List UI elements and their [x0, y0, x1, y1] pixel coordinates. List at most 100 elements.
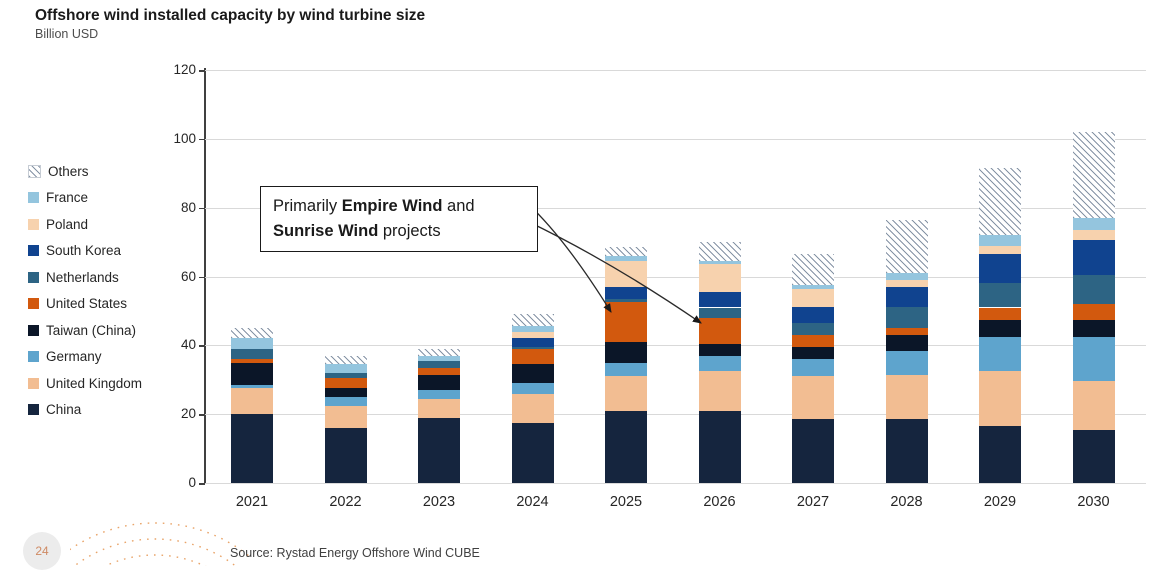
bar-segment-2025-south-korea: [605, 286, 647, 299]
bar-segment-2030-united-kingdom: [1072, 381, 1115, 430]
gridline-20: [205, 414, 1146, 416]
bar-segment-2027-taiwan-china: [792, 347, 834, 360]
bar-segment-2027-united-kingdom: [792, 376, 834, 420]
bar-segment-2027-poland: [792, 288, 834, 308]
y-tick-mark-0: [199, 483, 205, 485]
bar-segment-2021-united-kingdom: [231, 388, 273, 415]
source-text: Source: Rystad Energy Offshore Wind CUBE: [230, 546, 480, 560]
bar-segment-2023-china: [418, 417, 460, 483]
y-tick-mark-60: [199, 276, 205, 278]
legend-item-netherlands: Netherlands: [28, 264, 142, 291]
legend-label: Taiwan (China): [46, 322, 137, 338]
bar-segment-2026-netherlands: [698, 307, 741, 318]
bar-segment-2028-germany: [885, 350, 928, 375]
legend-label: Poland: [46, 216, 89, 232]
bar-2030: [1072, 70, 1115, 483]
bar-segment-2021-united-states: [231, 359, 273, 363]
bar-segment-2026-poland: [698, 264, 741, 292]
bar-segment-2027-others: [792, 254, 834, 286]
bar-segment-2030-south-korea: [1072, 240, 1115, 275]
bar-segment-2030-china: [1072, 429, 1115, 483]
bar-segment-2028-united-states: [885, 328, 928, 336]
bar-segment-2025-poland: [605, 261, 647, 287]
bar-segment-2029-united-kingdom: [979, 371, 1021, 427]
legend-swatch: [28, 192, 39, 204]
y-tick-mark-100: [199, 138, 205, 141]
bar-segment-2023-others: [418, 348, 460, 356]
bar-segment-2024-united-kingdom: [511, 393, 554, 423]
bar-segment-2022-others: [324, 355, 367, 365]
bar-segment-2025-china: [605, 410, 647, 483]
bar-segment-2029-china: [979, 426, 1021, 483]
bar-segment-2025-france: [605, 255, 647, 262]
dotted-arc-decoration: [70, 522, 250, 566]
bar-segment-2022-united-states: [324, 378, 367, 389]
legend-item-china: China: [28, 397, 142, 424]
bar-segment-2024-others: [511, 314, 554, 327]
bar-segment-2030-netherlands: [1072, 274, 1115, 305]
legend-label: Others: [48, 163, 89, 179]
y-tick-label-60: 60: [180, 268, 196, 284]
bar-segment-2025-united-kingdom: [605, 376, 647, 411]
bar-segment-2028-others: [885, 219, 928, 274]
bar-segment-2026-others: [698, 242, 741, 262]
bar-segment-2026-germany: [698, 355, 741, 372]
bar-segment-2024-taiwan-china: [511, 364, 554, 384]
annotation-text: projects: [378, 221, 441, 240]
bar-segment-2024-germany: [511, 383, 554, 394]
bar-segment-2029-south-korea: [979, 254, 1021, 284]
x-tick-label-2030: 2030: [1077, 494, 1110, 510]
legend-item-others: Others: [28, 158, 142, 185]
bar-segment-2021-others: [231, 328, 273, 339]
bar-segment-2021-france: [231, 338, 273, 349]
legend-item-south-korea: South Korea: [28, 238, 142, 265]
bar-segment-2021-netherlands: [231, 348, 273, 360]
bar-segment-2025-netherlands: [605, 298, 647, 303]
bar-segment-2026-taiwan-china: [698, 343, 741, 356]
legend-swatch: [28, 164, 41, 178]
bar-segment-2027-south-korea: [792, 307, 834, 323]
bar-segment-2026-united-states: [698, 317, 741, 344]
bar-segment-2022-netherlands: [324, 372, 367, 379]
gridline-40: [205, 345, 1146, 347]
y-tick-mark-80: [199, 207, 205, 210]
bar-segment-2028-china: [885, 419, 928, 483]
x-tick-label-2022: 2022: [329, 494, 362, 510]
gridline-120: [205, 70, 1146, 71]
legend: Others France Poland South Korea Netherlands…: [28, 158, 142, 423]
bar-segment-2028-france: [885, 273, 928, 280]
page-number-badge: 24: [23, 532, 61, 570]
legend-swatch: [28, 298, 39, 310]
bar-segment-2022-germany: [324, 396, 367, 406]
bar-segment-2024-united-states: [511, 348, 554, 365]
bar-segment-2029-united-states: [979, 307, 1021, 320]
bar-segment-2021-china: [231, 414, 273, 483]
bar-segment-2023-france: [418, 355, 460, 361]
y-axis-line: [204, 68, 206, 484]
bar-segment-2026-south-korea: [698, 292, 741, 308]
annotation-text: Primarily: [273, 197, 342, 215]
x-tick-label-2021: 2021: [235, 494, 269, 510]
x-tick-label-2029: 2029: [983, 494, 1017, 510]
bar-2028: [885, 70, 928, 483]
legend-swatch: [28, 324, 39, 336]
bar-segment-2030-poland: [1072, 230, 1115, 241]
legend-item-taiwan-china: Taiwan (China): [28, 317, 142, 344]
x-tick-label-2023: 2023: [422, 494, 456, 510]
bar-segment-2023-netherlands: [418, 360, 460, 368]
bar-segment-2022-france: [324, 364, 367, 373]
y-tick-mark-120: [199, 70, 205, 72]
annotation-callout: Primarily Empire Wind and Sunrise Wind p…: [260, 186, 538, 252]
bar-segment-2024-poland: [511, 331, 554, 339]
legend-swatch: [28, 245, 39, 257]
axis-unit-label: Billion USD: [35, 27, 99, 41]
legend-item-united-states: United States: [28, 291, 142, 318]
legend-label: China: [46, 402, 82, 418]
bar-segment-2029-germany: [979, 336, 1021, 372]
bar-segment-2026-china: [698, 410, 741, 483]
bar-segment-2027-france: [792, 285, 834, 289]
legend-label: Netherlands: [46, 269, 119, 285]
bar-segment-2028-united-kingdom: [885, 374, 928, 420]
bar-segment-2027-netherlands: [792, 322, 834, 336]
bar-segment-2029-netherlands: [979, 283, 1021, 308]
